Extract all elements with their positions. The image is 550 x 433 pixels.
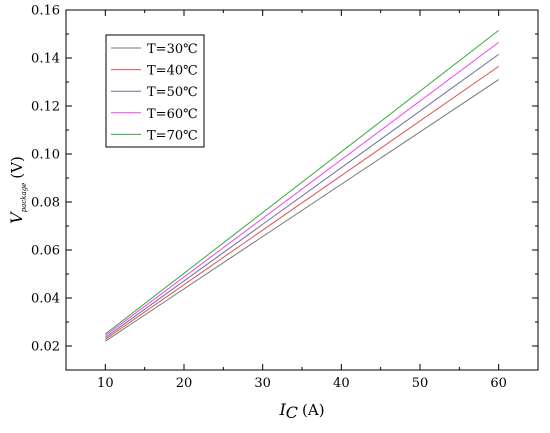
series-line-0	[105, 79, 499, 342]
y-tick-label-1: 0.04	[31, 292, 60, 307]
series-line-4	[105, 30, 499, 335]
legend-label-0: T=30℃	[147, 42, 198, 57]
y-axis-symbol: V	[7, 211, 26, 224]
x-axis-subscript: C	[286, 403, 298, 422]
x-tick-label-3: 40	[333, 376, 350, 391]
y-tick-label-4: 0.10	[31, 148, 60, 163]
y-tick-label-2: 0.06	[31, 244, 60, 259]
legend-label-1: T=40℃	[147, 64, 198, 79]
x-tick-label-2: 30	[254, 376, 271, 391]
y-axis-unit: (V)	[8, 156, 26, 179]
y-tick-label-0: 0.02	[31, 340, 60, 355]
legend-label-2: T=50℃	[147, 85, 198, 100]
x-axis-symbol: I	[278, 400, 286, 419]
series-line-3	[105, 41, 499, 337]
legend-label-3: T=60℃	[147, 107, 198, 122]
legend-label-4: T=70℃	[147, 128, 198, 143]
x-tick-label-1: 20	[176, 376, 193, 391]
y-tick-label-3: 0.08	[31, 196, 60, 211]
x-axis-title: IC (A)	[278, 400, 324, 422]
y-tick-label-6: 0.14	[31, 52, 60, 67]
series-line-1	[105, 65, 499, 340]
series-lines	[105, 30, 499, 342]
y-axis-title: Vpackage (V)	[7, 156, 28, 224]
series-line-2	[105, 53, 499, 339]
x-tick-label-5: 60	[490, 376, 507, 391]
x-tick-label-4: 50	[412, 376, 429, 391]
y-axis: 0.02 0.04 0.06 0.08 0.10 0.12 0.14 0.16	[31, 4, 538, 371]
x-axis: 10 20 30 40 50 60	[97, 10, 507, 391]
x-axis-unit: (A)	[302, 401, 325, 419]
x-tick-label-0: 10	[97, 376, 114, 391]
y-axis-subscript: package	[20, 183, 28, 213]
legend: T=30℃ T=40℃ T=50℃ T=60℃ T=70℃	[105, 34, 205, 148]
y-tick-label-5: 0.12	[31, 100, 60, 115]
y-tick-label-7: 0.16	[31, 4, 60, 19]
